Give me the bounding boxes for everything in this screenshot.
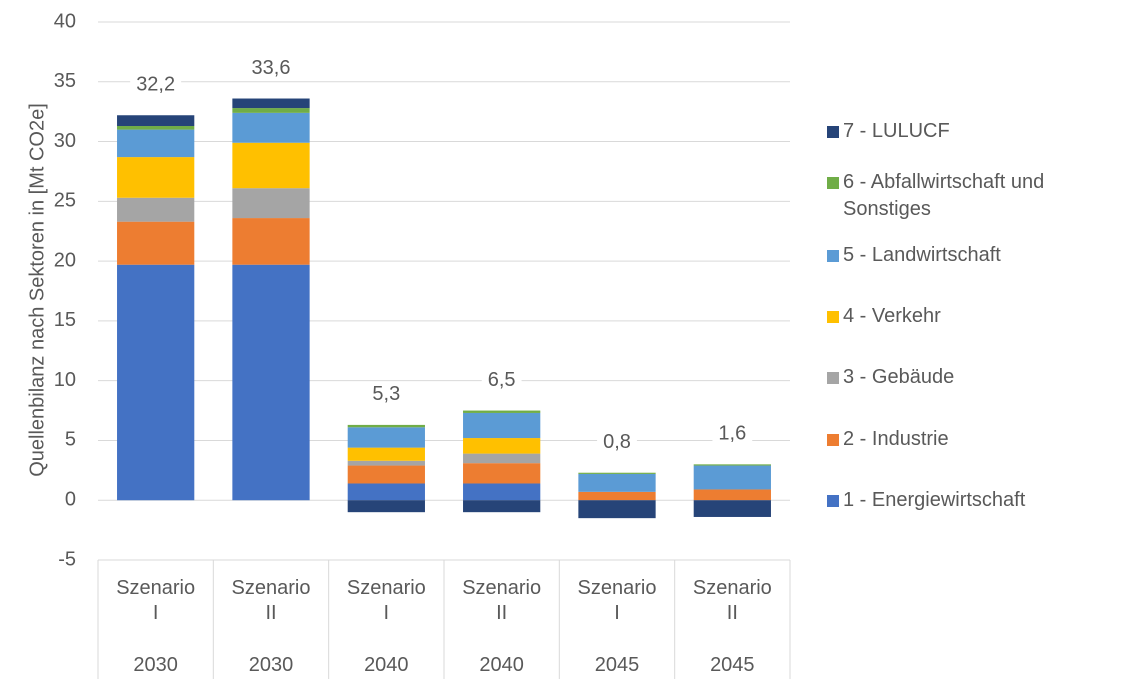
bar-segment (347, 465, 425, 484)
bar-segment (117, 197, 195, 222)
bar-segment (232, 142, 310, 189)
legend-label: 3 - Gebäude (843, 366, 955, 388)
bar-segment (463, 412, 541, 439)
total-label: 0,8 (603, 431, 631, 453)
legend-label: 6 - Abfallwirtschaft und Sonstiges (843, 171, 1045, 220)
bar-segment (463, 453, 541, 464)
y-tick-label: -5 (58, 548, 76, 570)
bar-segment (693, 465, 771, 490)
total-label-bg (366, 383, 407, 406)
group-label: 2040 (364, 654, 409, 676)
bar-segment (117, 264, 195, 501)
bar-segment (578, 472, 656, 474)
y-tick-label: 30 (54, 130, 76, 152)
y-tick-label: 5 (65, 429, 76, 451)
total-label-bg (597, 431, 637, 454)
bar-segment (693, 500, 771, 517)
bar-segment (232, 188, 310, 219)
bar-segment (232, 108, 310, 113)
bar-segment (463, 500, 541, 513)
bar-segment (578, 491, 656, 501)
group-label: 2030 (248, 654, 294, 676)
bar-segment (347, 483, 425, 501)
bar-segment (463, 410, 541, 413)
x-tick-label: Szenario I (346, 577, 426, 624)
bar-segment (347, 427, 425, 448)
bar-segment (578, 500, 656, 519)
bar-segment (232, 112, 310, 143)
total-label: 6,5 (488, 369, 516, 391)
legend-label: 5 - Landwirtschaft (843, 244, 1001, 266)
x-tick-label: Szenario II (462, 577, 542, 624)
bar-segment (117, 157, 195, 198)
total-label: 33,6 (252, 57, 291, 79)
bar-segment (117, 221, 195, 265)
total-label-bg (245, 56, 297, 79)
legend-label: 2 - Industrie (843, 428, 949, 450)
x-tick-label: Szenario I (116, 577, 196, 624)
bar-segment (347, 500, 425, 513)
legend-swatch (827, 250, 839, 262)
bar-segment (232, 98, 310, 109)
legend-label: 1 - Energiewirtschaft (843, 489, 1026, 511)
total-label-bg (130, 73, 182, 96)
bar-segment (117, 129, 195, 158)
y-tick-label: 10 (54, 369, 76, 391)
legend-label: 7 - LULUCF (843, 120, 950, 142)
group-label: 2045 (594, 654, 640, 676)
bar-segment (347, 424, 425, 428)
total-label: 5,3 (372, 383, 400, 405)
group-label: 2040 (479, 654, 524, 676)
total-label-bg (712, 422, 753, 445)
legend-label: 4 - Verkehr (843, 305, 941, 327)
bar-segment (347, 447, 425, 461)
bar-segment (693, 464, 771, 466)
bar-segment (463, 463, 541, 484)
y-axis-title: Quellenbilanz nach Sektoren in [Mt CO2e] (26, 103, 48, 477)
bar-segment (578, 473, 656, 492)
y-tick-label: 0 (65, 489, 76, 511)
total-label: 1,6 (718, 423, 746, 445)
x-tick-label: Szenario II (692, 577, 772, 624)
legend-swatch (827, 372, 839, 384)
bar-segment (463, 438, 541, 454)
y-tick-label: 20 (54, 249, 76, 271)
bar-segment (232, 264, 310, 501)
total-label-bg (481, 368, 522, 391)
legend-swatch (827, 177, 839, 189)
legend-swatch (827, 434, 839, 446)
x-tick-label: Szenario II (231, 577, 311, 624)
x-tick-label: Szenario I (577, 577, 657, 624)
total-label: 32,2 (136, 74, 175, 96)
y-tick-label: 40 (54, 10, 76, 32)
bar-segment (693, 489, 771, 501)
legend-swatch (827, 311, 839, 323)
bar-segment (347, 460, 425, 466)
y-tick-label: 15 (54, 309, 76, 331)
bar-segment (463, 483, 541, 501)
legend-swatch (827, 126, 839, 138)
y-tick-label: 25 (54, 190, 76, 212)
bar-segment (117, 115, 195, 127)
legend-swatch (827, 495, 839, 507)
bar-segment (232, 218, 310, 265)
bar-segment (117, 126, 195, 130)
group-label: 2030 (133, 654, 178, 676)
y-tick-label: 35 (54, 70, 76, 92)
group-label: 2045 (710, 654, 755, 676)
